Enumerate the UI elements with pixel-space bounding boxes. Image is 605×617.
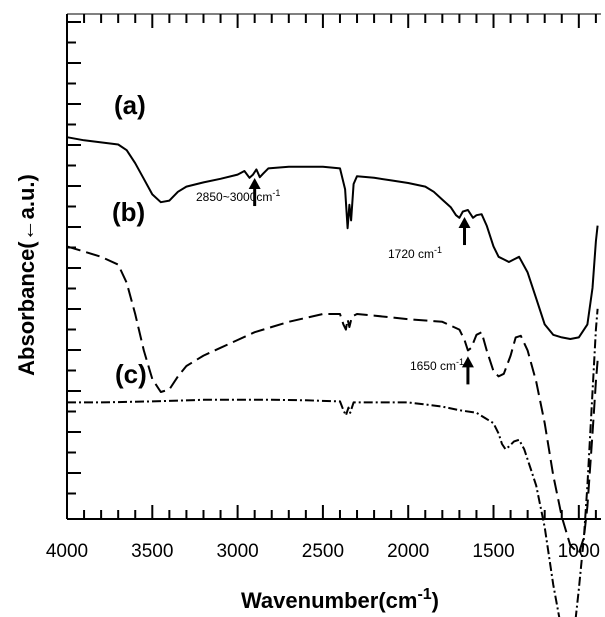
series-label-c: (c)	[115, 359, 147, 389]
x-tick-label: 3500	[131, 541, 173, 562]
series-label-a: (a)	[114, 90, 146, 120]
annotation-arrow-head	[461, 356, 474, 368]
y-axis-title: Absorbance(←a.u.)	[14, 174, 39, 376]
series-labels: (a) (b) (c)	[112, 90, 147, 389]
x-tick-label: 2000	[387, 541, 429, 562]
annotation-label: 1650 cm-1	[410, 357, 464, 373]
annotation-arrow-head	[458, 217, 471, 229]
series-line-c	[67, 308, 599, 617]
x-tick-label: 1500	[472, 541, 514, 562]
spectra-series	[66, 136, 599, 617]
annotations: 2850~3000cm-1 1720 cm-1 1650 cm-1	[196, 178, 474, 385]
x-tick-label: 2500	[302, 541, 344, 562]
annotation-label: 2850~3000cm-1	[196, 188, 280, 204]
series-label-b: (b)	[112, 197, 145, 227]
annotation-arrow-head	[248, 178, 261, 190]
series-line-a	[66, 136, 599, 340]
x-axis-title: Wavenumber(cm-1)	[241, 586, 439, 613]
x-tick-labels: 4000 3500 3000 2500 2000 1500 1000	[46, 541, 600, 562]
annotation-label: 1720 cm-1	[388, 245, 442, 261]
plot-frame	[66, 13, 601, 520]
x-tick-label: 4000	[46, 541, 88, 562]
series-line-b	[66, 245, 599, 555]
x-tick-label: 3000	[216, 541, 258, 562]
axis-ticks	[66, 14, 597, 519]
